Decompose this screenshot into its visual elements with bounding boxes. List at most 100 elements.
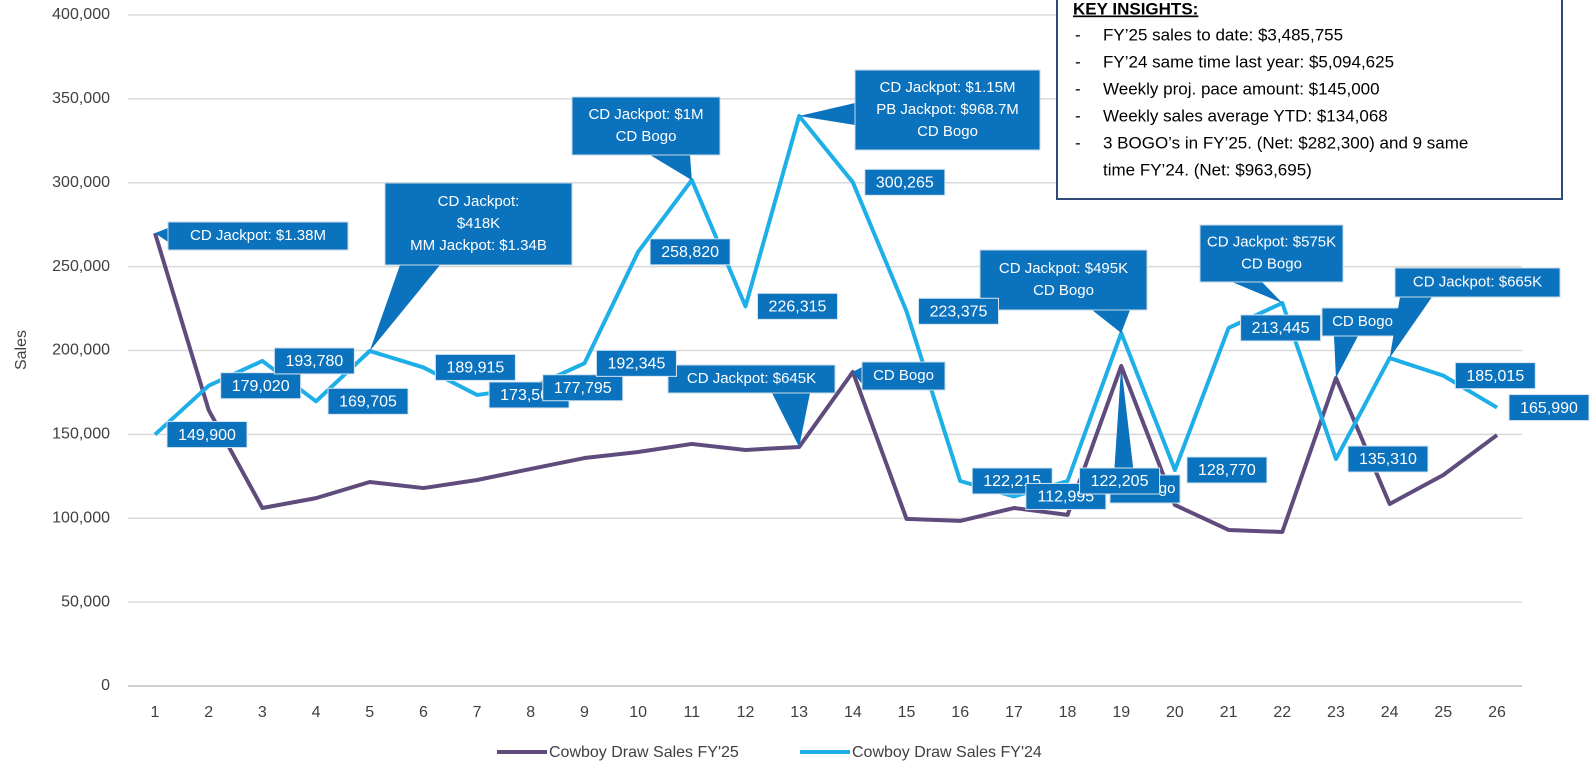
data-label-box — [273, 347, 355, 375]
insights-title: KEY INSIGHTS: — [1073, 0, 1198, 18]
y-axis-label: Sales — [13, 330, 30, 370]
data-label: 177,795 — [554, 380, 612, 397]
callout-text: CD Bogo — [616, 128, 677, 145]
callout-box — [667, 364, 836, 394]
data-label: 258,820 — [661, 244, 719, 261]
data-label-box — [864, 168, 946, 196]
insights-item: FY’24 same time last year: $5,094,625 — [1103, 52, 1394, 71]
data-label: 185,015 — [1466, 368, 1524, 385]
callout-text: CD Jackpot: $575K — [1207, 233, 1336, 250]
x-tick-label: 15 — [898, 704, 916, 721]
callout-pointer — [1334, 336, 1358, 379]
callout-text: CD Jackpot: $665K — [1413, 273, 1542, 290]
data-label: 128,770 — [1198, 462, 1256, 479]
legend-label: Cowboy Draw Sales FY'25 — [549, 744, 739, 761]
x-tick-label: 13 — [790, 704, 808, 721]
callout-box — [167, 221, 349, 251]
callout-box — [571, 96, 721, 156]
callout-box — [1199, 224, 1344, 283]
callout-pointer — [1114, 365, 1134, 475]
callout-text: CD Bogo — [873, 367, 934, 384]
data-label: 165,990 — [1520, 400, 1578, 417]
insights-item: Weekly proj. pace amount: $145,000 — [1103, 79, 1380, 98]
data-label-box — [220, 372, 302, 400]
x-tick-label: 14 — [844, 704, 862, 721]
y-tick-label: 350,000 — [52, 90, 110, 107]
callout-text: MM Jackpot: $1.34B — [410, 237, 547, 254]
callout-text: CD Jackpot: $495K — [999, 260, 1128, 277]
insights-item: 3 BOGO’s in FY’25. (Net: $282,300) and 9… — [1103, 133, 1468, 152]
data-label-box — [434, 353, 516, 381]
insights-bullet: - — [1075, 106, 1081, 125]
data-label: 189,915 — [446, 360, 504, 377]
data-label: 169,705 — [339, 394, 397, 411]
callout-text: CD Bogo — [1241, 255, 1302, 272]
y-tick-label: 400,000 — [52, 6, 110, 23]
x-tick-label: 12 — [737, 704, 755, 721]
x-tick-label: 1 — [151, 704, 160, 721]
data-label-box — [918, 297, 1000, 325]
callout-pointer — [650, 155, 692, 181]
data-label-box — [1347, 445, 1429, 473]
callout-pointer — [1232, 282, 1283, 304]
callout-pointer — [1092, 310, 1130, 334]
x-tick-label: 19 — [1112, 704, 1130, 721]
callout-pointer — [369, 265, 440, 352]
data-label: 300,265 — [876, 175, 934, 192]
x-tick-label: 6 — [419, 704, 428, 721]
x-tick-label: 20 — [1166, 704, 1184, 721]
y-tick-label: 300,000 — [52, 174, 110, 191]
callout-text: CD Bogo — [917, 123, 978, 140]
callout-pointer — [1389, 297, 1432, 359]
data-label-box — [595, 349, 677, 377]
y-tick-label: 150,000 — [52, 426, 110, 443]
callout-pointer — [852, 367, 862, 384]
insights-bullet: - — [1075, 133, 1081, 152]
x-tick-label: 21 — [1220, 704, 1238, 721]
x-tick-label: 5 — [365, 704, 374, 721]
legend-label: Cowboy Draw Sales FY'24 — [852, 744, 1042, 761]
data-label: 226,315 — [769, 299, 827, 316]
x-tick-label: 7 — [473, 704, 482, 721]
callout-text: PB Jackpot: $968.7M — [876, 101, 1019, 118]
callout-text: CD Jackpot: $645K — [687, 370, 816, 387]
series-line — [153, 113, 1499, 499]
insights-bullet: - — [1075, 25, 1081, 44]
data-label: 179,020 — [232, 378, 290, 395]
x-tick-label: 18 — [1059, 704, 1077, 721]
data-label: 223,375 — [930, 304, 988, 321]
data-label: 192,345 — [608, 356, 666, 373]
callout-box — [854, 69, 1041, 151]
y-tick-label: 250,000 — [52, 258, 110, 275]
insights-item: time FY’24. (Net: $963,695) — [1103, 160, 1312, 179]
data-label-box — [1240, 314, 1322, 342]
data-label-box — [756, 292, 838, 320]
callout-pointer — [772, 393, 810, 447]
x-tick-label: 25 — [1434, 704, 1452, 721]
callout-text: $418K — [457, 215, 500, 232]
callout-box — [861, 361, 946, 391]
data-label: 213,445 — [1252, 320, 1310, 337]
data-label: 122,205 — [1091, 473, 1149, 490]
data-label-box — [542, 374, 624, 402]
series-line — [153, 232, 1499, 535]
callout-text: CD Bogo — [1033, 282, 1094, 299]
insights-box — [1056, 0, 1563, 200]
callout-box — [979, 249, 1148, 311]
x-tick-label: 10 — [629, 704, 647, 721]
callout-pointer — [799, 103, 855, 125]
callout-box — [1321, 307, 1404, 337]
x-tick-label: 26 — [1488, 704, 1506, 721]
x-tick-label: 2 — [204, 704, 213, 721]
callout-box — [384, 182, 573, 266]
data-label: 135,310 — [1359, 451, 1417, 468]
x-tick-label: 11 — [683, 704, 700, 721]
x-tick-label: 22 — [1273, 704, 1291, 721]
y-tick-label: 200,000 — [52, 342, 110, 359]
callout-box — [1394, 267, 1561, 298]
x-tick-label: 4 — [312, 704, 321, 721]
data-label-box — [1454, 362, 1536, 390]
callout-text: CD Jackpot: — [438, 193, 520, 210]
y-tick-label: 100,000 — [52, 509, 110, 526]
